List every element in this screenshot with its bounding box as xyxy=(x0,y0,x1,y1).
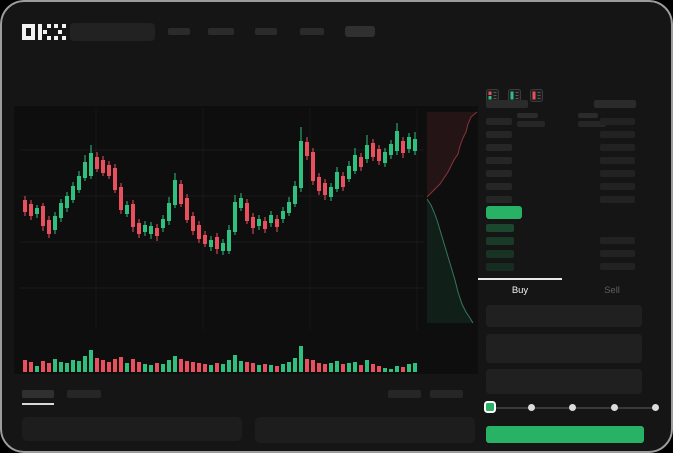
ticker-stat xyxy=(517,113,538,118)
bottom-action[interactable] xyxy=(388,390,421,398)
bid-row-price[interactable] xyxy=(486,263,514,271)
order-book-rows[interactable] xyxy=(478,84,673,374)
slider-stop-dot[interactable] xyxy=(569,404,576,411)
ticker-stat xyxy=(578,113,598,118)
nav-item[interactable] xyxy=(168,28,190,35)
ask-row-amount[interactable] xyxy=(600,144,635,151)
okx-logo[interactable] xyxy=(22,24,66,40)
nav-item-active[interactable] xyxy=(345,26,375,37)
ask-row-price[interactable] xyxy=(486,170,512,177)
volume-chart xyxy=(23,346,417,372)
bid-row-amount[interactable] xyxy=(600,263,635,270)
tab-buy-label: Buy xyxy=(511,285,529,296)
book-header-price xyxy=(486,100,528,108)
depth-chart xyxy=(426,111,478,324)
ask-row-price[interactable] xyxy=(486,118,512,125)
bottom-action[interactable] xyxy=(430,390,463,398)
bottom-section xyxy=(0,380,478,453)
amount-field[interactable] xyxy=(486,369,642,394)
ask-row-price[interactable] xyxy=(486,157,512,164)
candlestick-chart[interactable] xyxy=(20,108,424,330)
tab-sell-label: Sell xyxy=(604,285,620,296)
ticker-stat-value xyxy=(578,121,606,127)
ticker-stat-value xyxy=(517,121,545,127)
book-header-amount xyxy=(594,100,636,108)
ask-row-price[interactable] xyxy=(486,196,512,203)
ask-row-amount[interactable] xyxy=(600,183,635,190)
chart-toolbar: | · | xyxy=(0,86,478,188)
bottom-tab[interactable] xyxy=(67,390,101,398)
top-nav-bar xyxy=(0,0,673,50)
bid-row-price[interactable] xyxy=(486,224,514,232)
ask-row-amount[interactable] xyxy=(600,196,635,203)
slider-stop-dot[interactable] xyxy=(527,404,535,411)
ask-row-price[interactable] xyxy=(486,131,512,138)
ask-row-price[interactable] xyxy=(486,183,512,190)
slider-stop-dot[interactable] xyxy=(652,404,659,411)
slider-stop-dot[interactable] xyxy=(610,404,618,411)
ask-row-amount[interactable] xyxy=(600,118,635,125)
buy-submit-button[interactable] xyxy=(486,426,644,443)
book-asks-icon[interactable] xyxy=(530,89,543,102)
bid-row-price[interactable] xyxy=(486,250,514,258)
amount-slider[interactable] xyxy=(478,394,673,424)
slider-handle[interactable] xyxy=(484,401,496,413)
bottom-tab-indicator xyxy=(22,403,54,405)
order-type-field[interactable] xyxy=(486,305,642,327)
search-box[interactable] xyxy=(70,23,155,41)
price-field[interactable] xyxy=(486,334,642,363)
history-panel[interactable] xyxy=(255,417,475,443)
bid-row-price[interactable] xyxy=(486,237,514,245)
nav-item[interactable] xyxy=(208,28,234,35)
bid-row-amount[interactable] xyxy=(600,250,635,257)
ask-row-price[interactable] xyxy=(486,144,512,151)
nav-item[interactable] xyxy=(300,28,324,35)
bid-row-amount[interactable] xyxy=(600,237,635,244)
nav-item[interactable] xyxy=(255,28,277,35)
ask-row-amount[interactable] xyxy=(600,170,635,177)
ask-row-amount[interactable] xyxy=(600,131,635,138)
order-book-panel: Buy Sell xyxy=(478,84,673,453)
tab-buy[interactable]: Buy xyxy=(478,285,562,296)
ticker-row: Spot Trading xyxy=(0,52,673,132)
bottom-tab-active[interactable] xyxy=(22,390,54,398)
last-price-bar[interactable] xyxy=(486,206,522,219)
tab-sell[interactable]: Sell xyxy=(562,285,662,296)
tab-indicator xyxy=(478,278,562,280)
orders-panel[interactable] xyxy=(22,417,242,441)
ask-row-amount[interactable] xyxy=(600,157,635,164)
